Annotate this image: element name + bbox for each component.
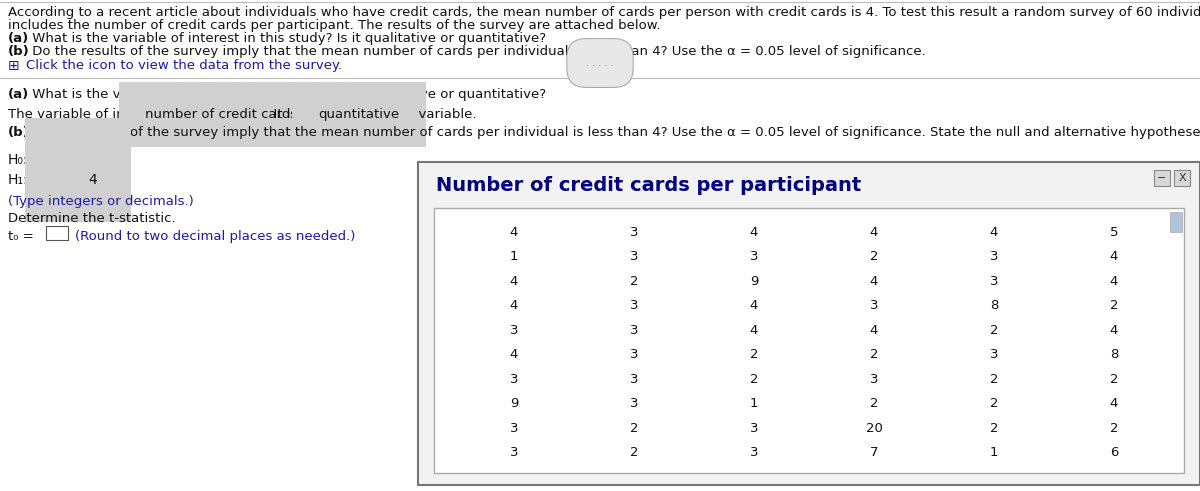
Text: It is a: It is a: [265, 108, 318, 121]
Text: (Type integers or decimals.): (Type integers or decimals.): [8, 195, 193, 208]
Text: −: −: [1157, 173, 1166, 183]
Text: 2: 2: [1110, 422, 1118, 435]
Text: number of credit cards.: number of credit cards.: [145, 108, 301, 121]
Text: 3: 3: [870, 299, 878, 312]
Text: 4: 4: [750, 226, 758, 239]
Text: Do the results of the survey imply that the mean number of cards per individual : Do the results of the survey imply that …: [28, 126, 1200, 139]
Text: 4: 4: [1110, 397, 1118, 410]
Text: 3: 3: [510, 422, 518, 435]
Text: 3: 3: [630, 299, 638, 312]
Text: 2: 2: [870, 348, 878, 361]
Text: Number of credit cards per participant: Number of credit cards per participant: [436, 176, 862, 195]
Text: 2: 2: [630, 446, 638, 459]
Text: ⊞: ⊞: [8, 59, 19, 73]
Text: 3: 3: [630, 397, 638, 410]
Text: 2: 2: [1110, 299, 1118, 312]
Text: quantitative: quantitative: [318, 108, 400, 121]
Text: μ: μ: [36, 173, 44, 187]
FancyBboxPatch shape: [46, 226, 68, 240]
Text: 4: 4: [1110, 324, 1118, 337]
Text: 2: 2: [630, 275, 638, 288]
Text: variable.: variable.: [410, 108, 476, 121]
Text: 2: 2: [750, 348, 758, 361]
Text: 3: 3: [870, 373, 878, 386]
Text: 3: 3: [630, 324, 638, 337]
FancyBboxPatch shape: [434, 208, 1184, 473]
Text: 3: 3: [750, 250, 758, 263]
Text: 20: 20: [865, 422, 882, 435]
FancyBboxPatch shape: [1170, 212, 1182, 232]
Text: μ: μ: [36, 153, 44, 167]
Text: 5: 5: [1110, 226, 1118, 239]
Text: 8: 8: [990, 299, 998, 312]
Text: 4: 4: [750, 324, 758, 337]
Text: What is the variable of interest in this study? Is it qualitative or quantitativ: What is the variable of interest in this…: [28, 88, 546, 101]
Text: 1: 1: [750, 397, 758, 410]
Text: 1: 1: [990, 446, 998, 459]
Text: X: X: [1178, 173, 1186, 183]
Text: 3: 3: [990, 250, 998, 263]
Text: 2: 2: [870, 250, 878, 263]
Text: 9: 9: [510, 397, 518, 410]
Text: (a): (a): [8, 88, 29, 101]
Text: 4: 4: [870, 275, 878, 288]
Text: 4: 4: [88, 153, 97, 167]
Text: Click the icon to view the data from the survey.: Click the icon to view the data from the…: [26, 59, 342, 72]
Text: 4: 4: [1110, 275, 1118, 288]
Text: (Round to two decimal places as needed.): (Round to two decimal places as needed.): [74, 230, 355, 243]
Text: 4: 4: [870, 324, 878, 337]
Text: 2: 2: [990, 324, 998, 337]
Text: includes the number of credit cards per participant. The results of the survey a: includes the number of credit cards per …: [8, 19, 660, 32]
Text: 3: 3: [630, 373, 638, 386]
Text: H₀:: H₀:: [8, 153, 29, 167]
Text: 4: 4: [510, 299, 518, 312]
Text: 6: 6: [1110, 446, 1118, 459]
Text: Determine the t-statistic.: Determine the t-statistic.: [8, 212, 175, 225]
Text: 4: 4: [1110, 250, 1118, 263]
Text: 3: 3: [510, 373, 518, 386]
Text: (a): (a): [8, 32, 29, 45]
Text: 8: 8: [1110, 348, 1118, 361]
Text: 3: 3: [750, 446, 758, 459]
Text: 3: 3: [630, 348, 638, 361]
Text: 2: 2: [630, 422, 638, 435]
Text: 2: 2: [990, 397, 998, 410]
Text: 7: 7: [870, 446, 878, 459]
Text: 2: 2: [1110, 373, 1118, 386]
Text: t₀ =: t₀ =: [8, 230, 34, 243]
Text: 4: 4: [510, 348, 518, 361]
Text: (b): (b): [8, 45, 30, 58]
Text: 2: 2: [990, 422, 998, 435]
Text: 3: 3: [750, 422, 758, 435]
Text: 3: 3: [510, 324, 518, 337]
Text: =: =: [60, 153, 72, 167]
Text: According to a recent article about individuals who have credit cards, the mean : According to a recent article about indi…: [8, 6, 1200, 19]
Text: What is the variable of interest in this study? Is it qualitative or quantitativ: What is the variable of interest in this…: [28, 32, 546, 45]
Text: 2: 2: [750, 373, 758, 386]
Text: 3: 3: [630, 226, 638, 239]
Text: H₁:: H₁:: [8, 173, 29, 187]
Text: 3: 3: [990, 348, 998, 361]
Text: 3: 3: [630, 250, 638, 263]
Text: . . . . .: . . . . .: [587, 58, 613, 68]
FancyBboxPatch shape: [1174, 170, 1190, 186]
Text: 9: 9: [750, 275, 758, 288]
Text: 3: 3: [510, 446, 518, 459]
Text: (b): (b): [8, 126, 30, 139]
FancyBboxPatch shape: [1154, 170, 1170, 186]
Text: 4: 4: [88, 173, 97, 187]
Text: 4: 4: [870, 226, 878, 239]
FancyBboxPatch shape: [418, 162, 1200, 485]
Text: The variable of interest is: The variable of interest is: [8, 108, 182, 121]
Text: 4: 4: [510, 226, 518, 239]
Text: <: <: [60, 173, 72, 187]
Text: 3: 3: [990, 275, 998, 288]
Text: 2: 2: [990, 373, 998, 386]
Text: 4: 4: [510, 275, 518, 288]
Text: 2: 2: [870, 397, 878, 410]
Text: 4: 4: [750, 299, 758, 312]
Text: Do the results of the survey imply that the mean number of cards per individual : Do the results of the survey imply that …: [28, 45, 925, 58]
Text: 1: 1: [510, 250, 518, 263]
Text: 4: 4: [990, 226, 998, 239]
